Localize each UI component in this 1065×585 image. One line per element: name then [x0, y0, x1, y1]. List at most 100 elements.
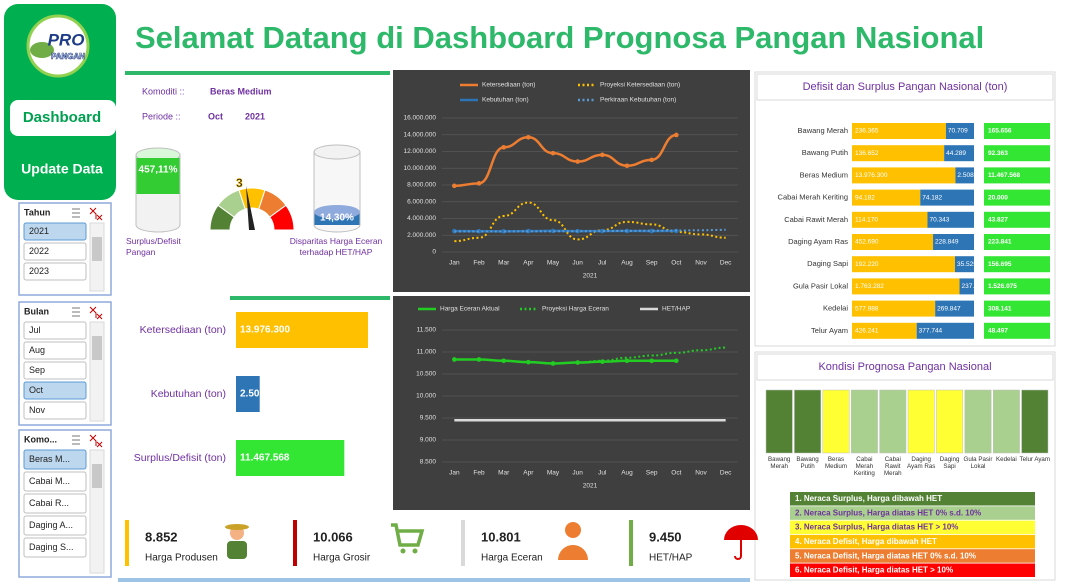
bar-value-label: 11.467.568: [240, 453, 290, 464]
slicer-scroll-thumb[interactable]: [92, 237, 102, 261]
total-label: 156.695: [988, 261, 1012, 268]
logo-subtext: PANGAN: [51, 52, 85, 61]
total-label: 11.467.568: [988, 172, 1021, 179]
slicer-title: Bulan: [24, 306, 49, 316]
nav-dashboard[interactable]: Dashboard: [23, 109, 101, 126]
nav-update-data[interactable]: Update Data: [21, 161, 103, 177]
x-tick-label: Nov: [695, 470, 707, 477]
slicer-item-label[interactable]: Sep: [29, 365, 45, 375]
panel-title: Defisit dan Surplus Pangan Nasional (ton…: [803, 81, 1008, 93]
slicer-title: Tahun: [24, 207, 50, 217]
status-bar: [936, 390, 962, 453]
row-label: Kedelai: [823, 304, 848, 313]
segment-label: 269.847: [937, 305, 961, 312]
icon-person-head: [565, 522, 581, 538]
kpi-value: 10.801: [481, 529, 521, 544]
status-bar: [965, 390, 991, 453]
slicer-scroll-thumb[interactable]: [92, 336, 102, 360]
x-tick-label: Oct: [671, 260, 681, 267]
slicer-item-label[interactable]: Aug: [29, 345, 45, 355]
kpi-label: Harga Produsen: [145, 553, 218, 564]
slicer-item-label[interactable]: Daging A...: [29, 520, 73, 530]
segment-label: 192.220: [855, 261, 879, 268]
total-label: 1.526.075: [988, 283, 1017, 290]
row-label: Beras Medium: [800, 170, 848, 179]
series-marker: [452, 184, 457, 189]
x-tick-label: Jul: [598, 260, 607, 267]
x-tick-label: Aug: [621, 470, 633, 477]
x-tick-label: Jun: [572, 470, 583, 477]
total-label: 20.000: [988, 194, 1008, 201]
page: { "header": {"title": "Selamat Datang di…: [0, 0, 1065, 585]
slicer-item-label[interactable]: Cabai R...: [29, 498, 69, 508]
dashboard: Selamat Datang di Dashboard Prognosa Pan…: [0, 0, 1065, 585]
y-tick-label: 10.500: [416, 371, 436, 378]
slicer-item-label[interactable]: Daging S...: [29, 542, 74, 552]
x-tick-label: Apr: [523, 470, 534, 477]
row-label: Daging Sapi: [807, 259, 848, 268]
slicer-item-label[interactable]: Beras M...: [29, 454, 70, 464]
slicer-item-label[interactable]: Jul: [29, 325, 41, 335]
slicer-item-label[interactable]: 2022: [29, 246, 49, 256]
y-tick-label: 4.000.000: [407, 215, 436, 222]
x-tick-label: Mar: [498, 470, 510, 477]
status-category-label: Telur Ayam: [1019, 456, 1051, 463]
legend-label: 5. Neraca Defisit, Harga diatas HET 0% s…: [795, 551, 976, 560]
icon-cart-wheel: [413, 549, 418, 554]
x-tick-label: Feb: [473, 470, 485, 477]
x-tick-label: May: [547, 260, 560, 267]
row-label: Daging Ayam Ras: [788, 237, 848, 246]
gauge-value: 3: [236, 176, 243, 190]
icon-farmer-hat: [225, 524, 249, 530]
status-label-box: Telur Ayam: [1019, 456, 1051, 490]
chart-panel: [393, 296, 750, 510]
total-label: 48.497: [988, 328, 1008, 335]
kpi-value: 9.450: [649, 529, 682, 544]
status-bar: [851, 390, 877, 453]
y-tick-label: 11.500: [417, 327, 437, 334]
kpi-accent: [461, 520, 465, 566]
icon-cart-wheel: [401, 549, 406, 554]
slicer-item-label[interactable]: Cabai M...: [29, 476, 70, 486]
total-label: 308.141: [988, 305, 1012, 312]
kpi-accent: [629, 520, 633, 566]
slicer-item-label[interactable]: Nov: [29, 405, 46, 415]
y-tick-label: 2.000.000: [407, 232, 436, 239]
surplus-pct: 457,11%: [139, 165, 178, 176]
y-tick-label: 10.000: [416, 393, 436, 400]
segment-label: 1.763.282: [855, 283, 884, 290]
icon-farmer-body: [227, 541, 247, 559]
slicer-item-label[interactable]: Oct: [29, 385, 44, 395]
legend-label: 1. Neraca Surplus, Harga dibawah HET: [795, 494, 942, 503]
surplus-cylinder-mask: [137, 217, 180, 225]
y-tick-label: 6.000.000: [407, 198, 436, 205]
kpi-accent: [293, 520, 297, 566]
series-marker: [477, 181, 482, 186]
periode-tahun: 2021: [245, 111, 265, 121]
slicer-scroll-thumb[interactable]: [92, 464, 102, 488]
slicer-item-label[interactable]: 2021: [29, 226, 49, 236]
total-label: 165.656: [988, 128, 1012, 135]
status-bar: [993, 390, 1019, 453]
disparitas-label: Disparitas Harga Eceran terhadap HET/HAP: [282, 236, 390, 258]
bar-category-label: Surplus/Defisit (ton): [134, 452, 226, 464]
kpi-label: Harga Grosir: [313, 553, 371, 564]
legend-label: 4. Neraca Defisit, Harga dibawah HET: [795, 537, 937, 546]
bar-category-label: Ketersediaan (ton): [140, 324, 226, 336]
x-axis-title: 2021: [583, 483, 598, 490]
bar-value-label: 2.508.732: [240, 389, 285, 400]
disparitas-label-box: Disparitas Harga Eceran terhadap HET/HAP: [282, 236, 390, 266]
slicer-item-label[interactable]: 2023: [29, 266, 49, 276]
legend-label: Kebutuhan (ton): [482, 97, 529, 104]
segment-label: 114.170: [855, 217, 878, 224]
legend-label: Perkiraan Kebutuhan (ton): [600, 97, 676, 104]
y-tick-label: 11.000: [417, 349, 437, 356]
y-tick-label: 8.000.000: [407, 182, 436, 189]
series-marker: [551, 151, 556, 156]
segment-label: 13.976.300: [855, 172, 888, 179]
x-tick-label: Nov: [695, 260, 707, 267]
segment-label: 237.207: [962, 283, 986, 290]
y-tick-label: 10.000.000: [403, 165, 436, 172]
x-tick-label: Jan: [449, 260, 460, 267]
kpi-value: 10.066: [313, 529, 353, 544]
